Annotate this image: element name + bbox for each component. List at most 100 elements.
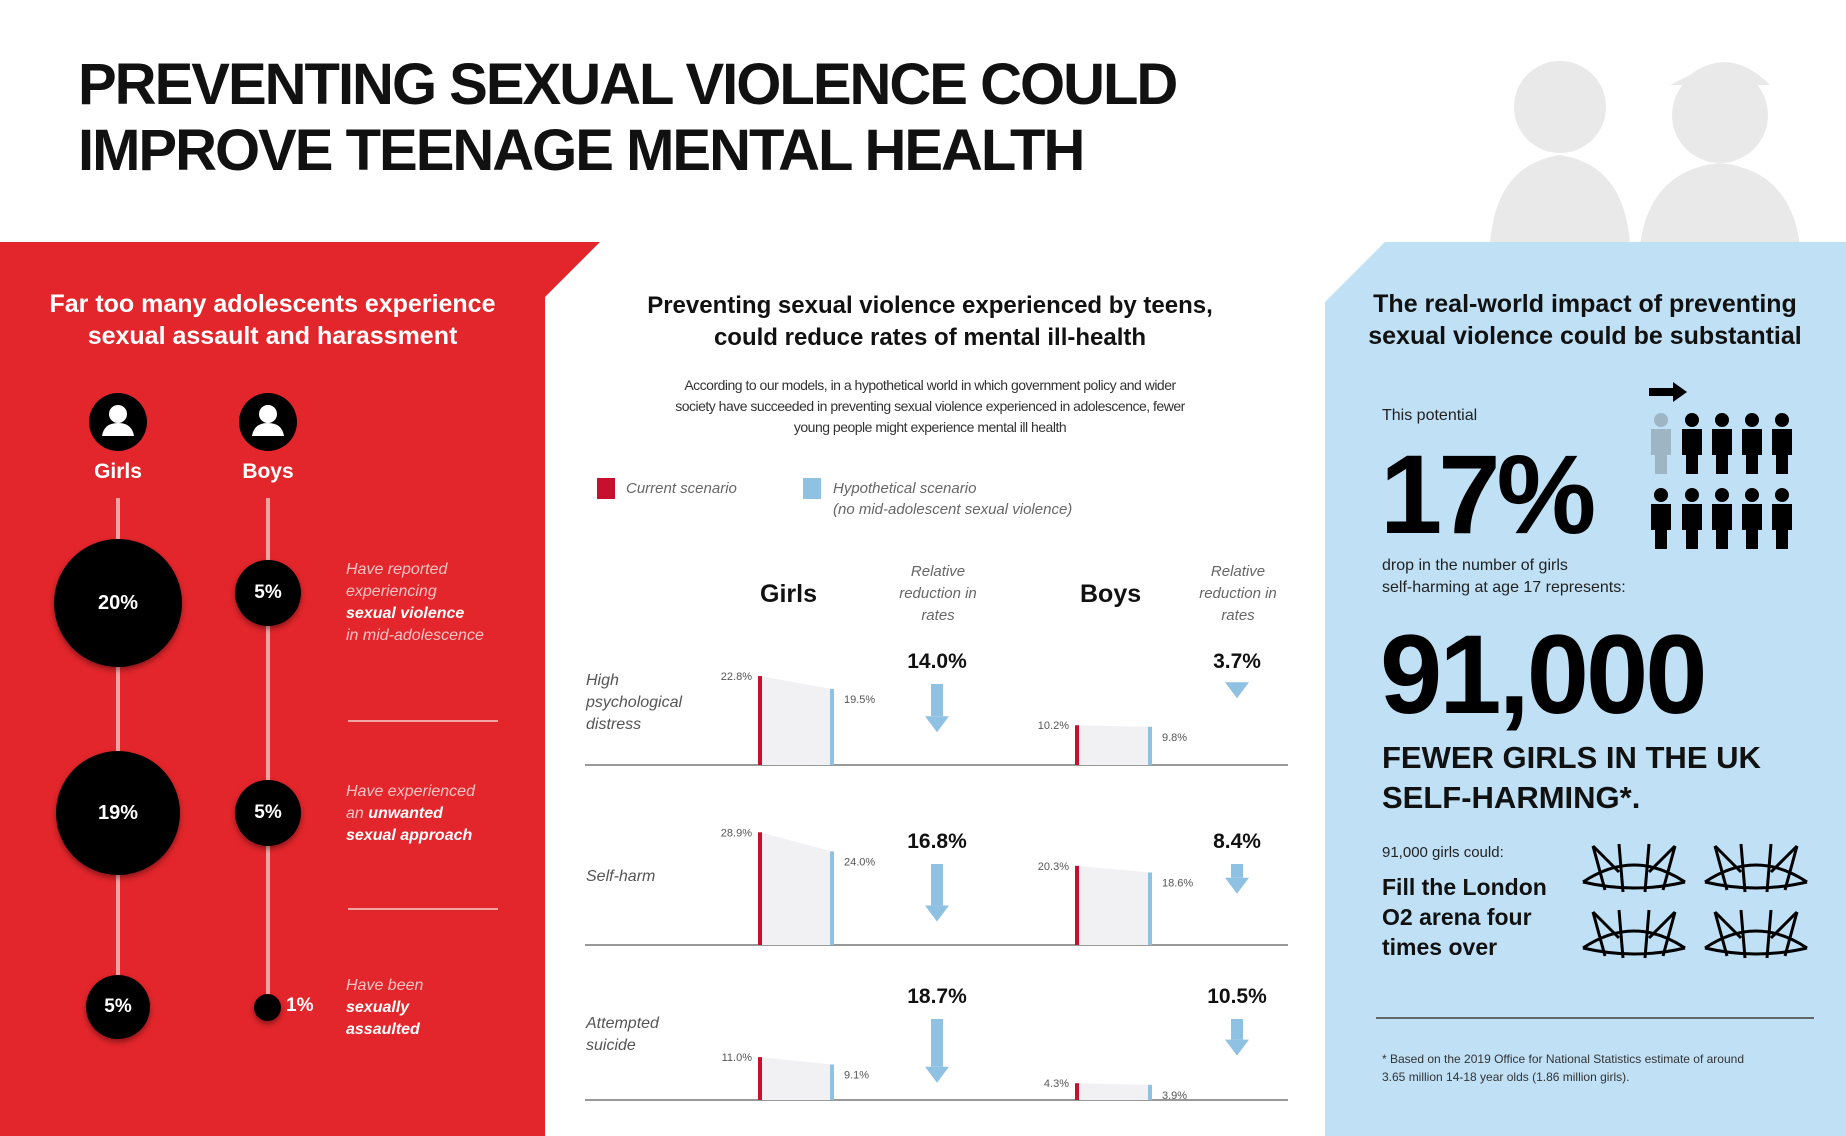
hypothetical-value-label: 9.1% [844, 1070, 869, 1082]
left-heading-line-1: Far too many adolescents experience [49, 290, 496, 318]
hypothetical-bar [830, 1064, 834, 1100]
divider [348, 908, 498, 910]
relative-reduction-label: 16.8% [907, 830, 967, 853]
left-panel-background [0, 242, 600, 1136]
hypothetical-bar [1148, 872, 1152, 945]
middle-heading-line-1: Preventing sexual violence experienced b… [647, 292, 1213, 319]
drop-line: drop in the number of girls [1382, 557, 1568, 574]
arena-icon [1581, 842, 1687, 894]
current-bar [758, 1057, 762, 1100]
girls-person-icon [89, 393, 147, 451]
reduction-area [760, 832, 832, 945]
sub-line: According to our models, in a hypothetic… [684, 377, 1176, 393]
divider [348, 720, 498, 722]
footnote-divider [1376, 1017, 1814, 1019]
current-value-label: 28.9% [721, 827, 752, 839]
girls-label: Girls [94, 460, 142, 483]
right-heading-line-1: The real-world impact of preventing [1373, 290, 1797, 318]
relative-reduction-label: 18.7% [907, 985, 967, 1008]
hypothetical-bar [830, 688, 834, 765]
big-percentage: 17% [1380, 432, 1596, 557]
reduction-arrow-head [925, 905, 949, 922]
legend-swatch-current [597, 478, 615, 499]
current-value-label: 22.8% [721, 671, 752, 683]
reduction-area [760, 676, 832, 765]
boys-stat-value: 1% [286, 995, 314, 1016]
arena-icon-grid [1581, 842, 1809, 960]
desc-line: experiencing [346, 583, 437, 600]
desc-bold-line: sexually [346, 999, 410, 1016]
hypothetical-value-label: 3.9% [1162, 1090, 1187, 1102]
reduction-arrow-head [1225, 1039, 1249, 1056]
footnote-line: 3.65 million 14-18 year olds (1.86 milli… [1382, 1070, 1630, 1084]
this-potential-label: This potential [1382, 407, 1478, 424]
fewer-girls-text: FEWER GIRLS IN THE UK SELF-HARMING*. [1382, 738, 1761, 818]
stat-description: Have experienced an unwanted sexual appr… [346, 781, 506, 847]
hypothetical-bar [1148, 1084, 1152, 1100]
desc-bold-line: assaulted [346, 1021, 420, 1038]
title-line-1: PREVENTING SEXUAL VIOLENCE COULD [78, 52, 1178, 117]
reduction-arrow-head [1225, 877, 1249, 894]
sub-line: young people might experience mental ill… [793, 419, 1067, 435]
girls-timeline [116, 498, 120, 998]
hypothetical-value-label: 19.5% [844, 694, 875, 706]
desc-line: in mid-adolescence [346, 627, 484, 644]
current-value-label: 20.3% [1038, 861, 1069, 873]
reduction-arrow-shaft [931, 1019, 943, 1067]
right-panel-heading: The real-world impact of preventing sexu… [1355, 288, 1815, 352]
desc-line: Have reported [346, 561, 448, 578]
reduction-arrow-shaft [931, 684, 943, 717]
relative-reduction-header-girls: Relative reduction in rates [883, 561, 993, 627]
sub-line: society have succeeded in preventing sex… [675, 398, 1185, 414]
left-heading-line-2: sexual assault and harassment [87, 322, 458, 350]
reduction-area [1077, 865, 1150, 945]
drop-line: self-harming at age 17 represents: [1382, 579, 1626, 596]
teen-silhouette-icon [1490, 61, 1800, 245]
big-number: 91,000 [1380, 612, 1708, 737]
arena-icon [1581, 908, 1687, 960]
boys-timeline [266, 498, 270, 998]
reduction-area [1077, 725, 1150, 765]
hypothetical-bar [1148, 726, 1152, 765]
left-panel-heading: Far too many adolescents experience sexu… [30, 288, 515, 352]
legend-swatch-hypothetical [803, 478, 821, 499]
rr-line: reduction in [899, 585, 977, 602]
reduction-arrow-head [925, 716, 949, 733]
desc-bold-line: unwanted [368, 805, 443, 822]
drop-description: drop in the number of girls self-harming… [1382, 555, 1626, 599]
fewer-line: FEWER GIRLS IN THE UK [1382, 740, 1761, 775]
fill-line: O2 arena four [1382, 904, 1532, 930]
right-heading-line-2: sexual violence could be substantial [1368, 322, 1802, 350]
current-bar [1075, 725, 1079, 765]
current-bar [1075, 865, 1079, 945]
legend-hyp-line-2: (no mid-adolescent sexual violence) [833, 501, 1073, 518]
boys-stat-circle: 5% [235, 560, 301, 626]
legend-current: Current scenario [626, 480, 737, 497]
desc-line: an [346, 805, 364, 822]
category-label: psychological [585, 694, 683, 711]
girls-stat-circle: 5% [86, 975, 150, 1039]
rr-line: Relative [1210, 563, 1266, 580]
people-icon-grid [1649, 382, 1792, 549]
arena-icon [1703, 908, 1809, 960]
current-value-label: 10.2% [1038, 720, 1069, 732]
category-label: High [586, 672, 619, 689]
relative-reduction-label: 14.0% [907, 650, 967, 673]
arrow-right-icon [1649, 382, 1687, 402]
category-label: distress [586, 716, 641, 733]
desc-line: Have been [346, 977, 424, 994]
reduction-arrow-head [1225, 682, 1249, 699]
reduction-arrow-shaft [1231, 864, 1243, 878]
arena-icon [1703, 842, 1809, 894]
relative-reduction-label: 3.7% [1213, 650, 1261, 673]
desc-bold-line: sexual approach [346, 827, 473, 844]
boys-label: Boys [242, 460, 294, 483]
rr-line: reduction in [1199, 585, 1277, 602]
title-line-2: IMPROVE TEENAGE MENTAL HEALTH [78, 118, 1085, 183]
legend-hyp-line-1: Hypothetical scenario [833, 480, 977, 497]
footnote: * Based on the 2019 Office for National … [1382, 1050, 1744, 1086]
relative-reduction-label: 10.5% [1207, 985, 1267, 1008]
boys-stat-circle: 5% [235, 780, 301, 846]
relative-reduction-header-boys: Relative reduction in rates [1183, 561, 1293, 627]
reduction-area [760, 1057, 832, 1100]
